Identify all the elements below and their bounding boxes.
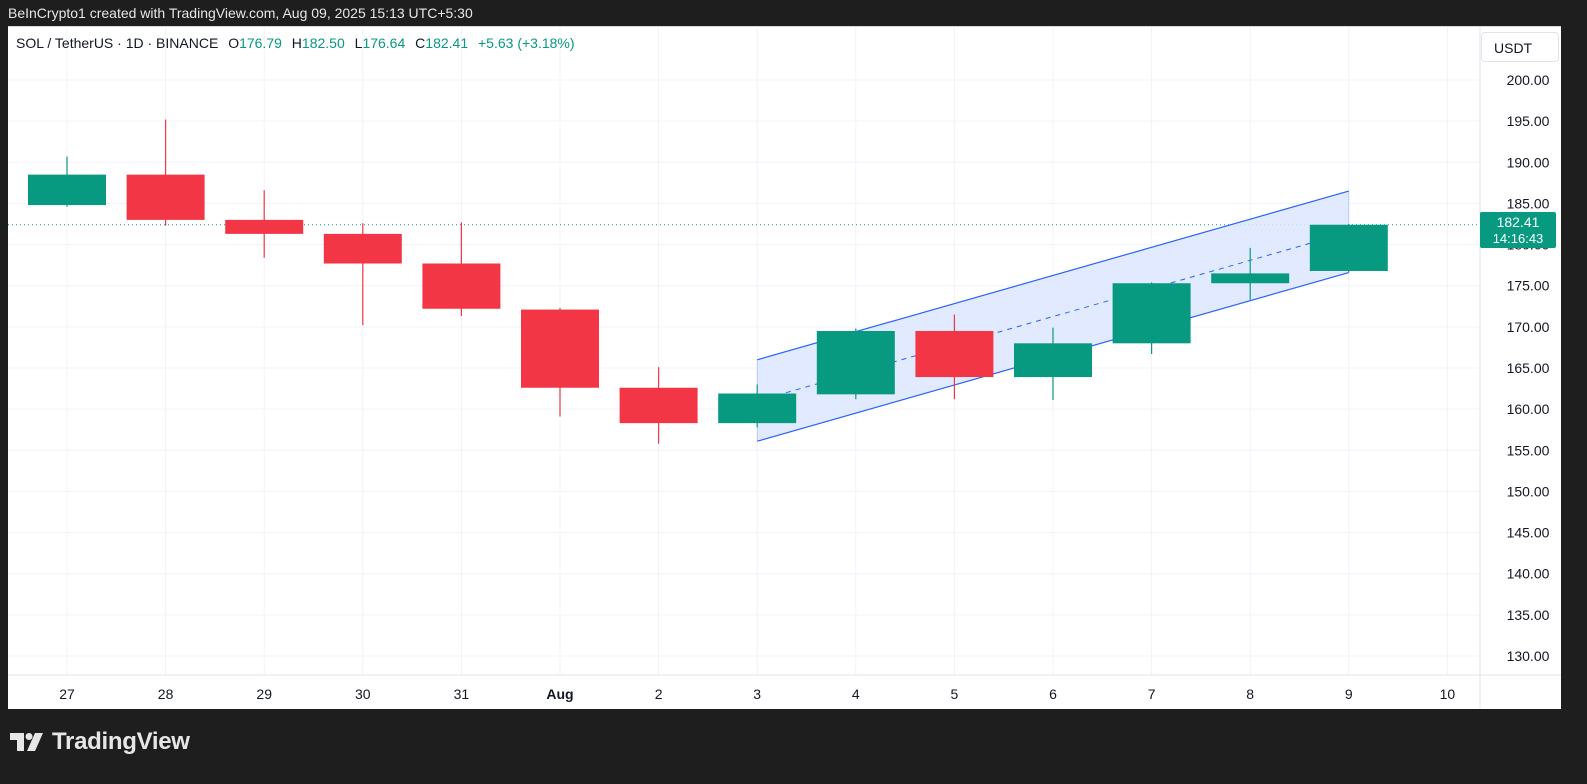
y-tick-label: 160.00 <box>1507 401 1550 417</box>
symbol-label[interactable]: SOL / TetherUS · 1D · BINANCE <box>16 35 219 51</box>
y-tick-label: 190.00 <box>1507 154 1550 170</box>
x-tick-label: 31 <box>454 686 470 702</box>
high-value: 182.50 <box>301 35 345 51</box>
x-tick-label: 10 <box>1440 686 1456 702</box>
bar-countdown: 14:16:43 <box>1492 231 1544 246</box>
x-tick-label: 29 <box>256 686 272 702</box>
chart-panel[interactable]: 200.00195.00190.00185.00180.00175.00170.… <box>8 26 1561 709</box>
y-tick-label: 145.00 <box>1507 525 1550 541</box>
low-value: 176.64 <box>362 35 406 51</box>
close-value: 182.41 <box>425 35 469 51</box>
candle[interactable] <box>619 367 698 444</box>
y-tick-label: 165.00 <box>1507 360 1550 376</box>
x-tick-label: 5 <box>951 686 959 702</box>
last-price-tag: 182.41 14:16:43 <box>1480 212 1556 248</box>
channel-fill <box>757 191 1349 442</box>
currency-button[interactable]: USDT <box>1481 32 1559 62</box>
tradingview-brand[interactable]: TradingView <box>10 728 190 756</box>
low-label: L <box>354 35 363 51</box>
y-tick-label: 175.00 <box>1507 278 1550 294</box>
candle[interactable] <box>1014 327 1092 401</box>
x-tick-label: 6 <box>1049 686 1057 702</box>
candle[interactable] <box>521 307 599 417</box>
candle[interactable] <box>422 222 501 317</box>
x-tick-label: 7 <box>1148 686 1156 702</box>
candle-body <box>1309 224 1388 271</box>
candlestick-chart[interactable]: 200.00195.00190.00185.00180.00175.00170.… <box>8 27 1561 709</box>
candle[interactable] <box>323 223 402 326</box>
candle[interactable] <box>816 328 895 400</box>
candle[interactable] <box>1112 282 1191 355</box>
candle[interactable] <box>28 156 106 207</box>
x-tick-label: 4 <box>852 686 860 702</box>
y-tick-label: 200.00 <box>1507 72 1550 88</box>
candle[interactable] <box>1211 247 1290 300</box>
x-tick-label: 30 <box>355 686 371 702</box>
x-tick-label: 8 <box>1246 686 1254 702</box>
y-tick-label: 130.00 <box>1507 648 1550 664</box>
y-tick-label: 135.00 <box>1507 607 1550 623</box>
x-tick-label: 9 <box>1345 686 1353 702</box>
last-price-value: 182.41 <box>1496 214 1540 230</box>
attribution-text: BeInCrypto1 created with TradingView.com… <box>8 5 473 21</box>
x-tick-label: 2 <box>655 686 663 702</box>
candle-body <box>521 309 599 388</box>
x-tick-label: Aug <box>546 686 573 702</box>
tradingview-logo-icon <box>10 733 43 751</box>
x-tick-label: 28 <box>158 686 174 702</box>
high-label: H <box>291 35 302 51</box>
candle[interactable] <box>718 384 797 428</box>
candle[interactable] <box>126 119 205 226</box>
candle-body <box>323 233 402 264</box>
candle-body <box>718 393 797 424</box>
candle-body <box>28 174 106 206</box>
x-tick-label: 3 <box>753 686 761 702</box>
candle-body <box>1211 273 1290 284</box>
candle-body <box>422 263 501 309</box>
y-tick-label: 150.00 <box>1507 483 1550 499</box>
candle-body <box>1014 343 1092 378</box>
y-tick-label: 195.00 <box>1507 113 1550 129</box>
y-tick-label: 185.00 <box>1507 195 1550 211</box>
open-value: 176.79 <box>239 35 282 51</box>
candle-body <box>619 387 698 424</box>
candle-body <box>1112 283 1191 344</box>
candle[interactable] <box>225 190 304 258</box>
x-tick-label: 27 <box>59 686 75 702</box>
open-label: O <box>228 35 240 51</box>
candle[interactable] <box>1309 224 1388 273</box>
y-tick-label: 140.00 <box>1507 566 1550 582</box>
candle[interactable] <box>915 314 994 400</box>
candle-body <box>126 174 205 220</box>
candle-body <box>915 330 994 378</box>
candle-body <box>816 330 895 395</box>
chart-legend: SOL / TetherUS · 1D · BINANCE O176.79 H1… <box>16 35 575 51</box>
candle-body <box>225 219 304 234</box>
y-tick-label: 170.00 <box>1507 319 1550 335</box>
y-tick-label: 155.00 <box>1507 442 1550 458</box>
change-value: +5.63 (+3.18%) <box>478 35 575 51</box>
brand-name: TradingView <box>52 728 190 755</box>
close-label: C <box>415 35 426 51</box>
